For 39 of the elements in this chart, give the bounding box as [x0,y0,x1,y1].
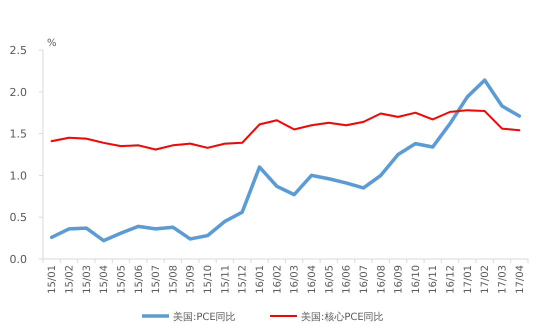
x-tick-label: 17/03 [498,265,509,294]
x-tick-label: 15/05 [116,265,128,294]
x-tick-label: 16/08 [376,265,388,294]
x-tick-label: 16/07 [358,265,370,294]
legend-label: 美国:PCE同比 [173,311,236,323]
x-tick-label: 15/02 [64,265,76,294]
x-tick-label: 15/01 [47,265,58,294]
x-tick-label: 16/04 [306,265,318,294]
line-series [50,109,520,150]
x-tick-label: 16/09 [394,265,405,294]
x-tick-label: 15/03 [82,265,93,294]
x-tick-label: 15/06 [134,265,145,294]
legend-label: 美国:核心PCE同比 [301,311,384,323]
x-tick-label: 16/06 [342,265,353,294]
x-tick-label: 16/03 [290,265,301,294]
x-tick-label: 15/07 [151,265,162,294]
y-tick-label: 0.0 [10,253,27,266]
x-tick-label: 17/01 [462,265,474,294]
x-tick-label: 16/01 [255,265,266,294]
x-tick-label: 15/11 [220,265,232,294]
x-tick-label: 15/04 [99,265,110,294]
x-tick-label: 16/12 [446,265,457,294]
y-axis-title: % [47,38,57,49]
x-tick-label: 15/12 [238,265,249,294]
x-tick-label: 16/11 [428,265,440,294]
x-tick-label: 17/02 [480,265,492,294]
y-tick-label: 2.0 [10,86,27,99]
x-tick-label: 16/02 [272,265,284,294]
x-tick-label: 17/04 [514,265,526,294]
y-tick-label: 1.0 [10,169,27,182]
x-tick-label: 16/10 [410,265,422,294]
y-tick-label: 2.5 [10,44,27,57]
x-tick-label: 15/09 [186,265,197,294]
x-tick-label: 15/08 [168,265,180,294]
y-tick-label: 0.5 [10,211,27,224]
x-tick-label: 16/05 [324,265,336,294]
line-series [50,78,522,242]
x-tick-label: 15/10 [203,265,214,294]
y-tick-label: 1.5 [10,128,27,141]
